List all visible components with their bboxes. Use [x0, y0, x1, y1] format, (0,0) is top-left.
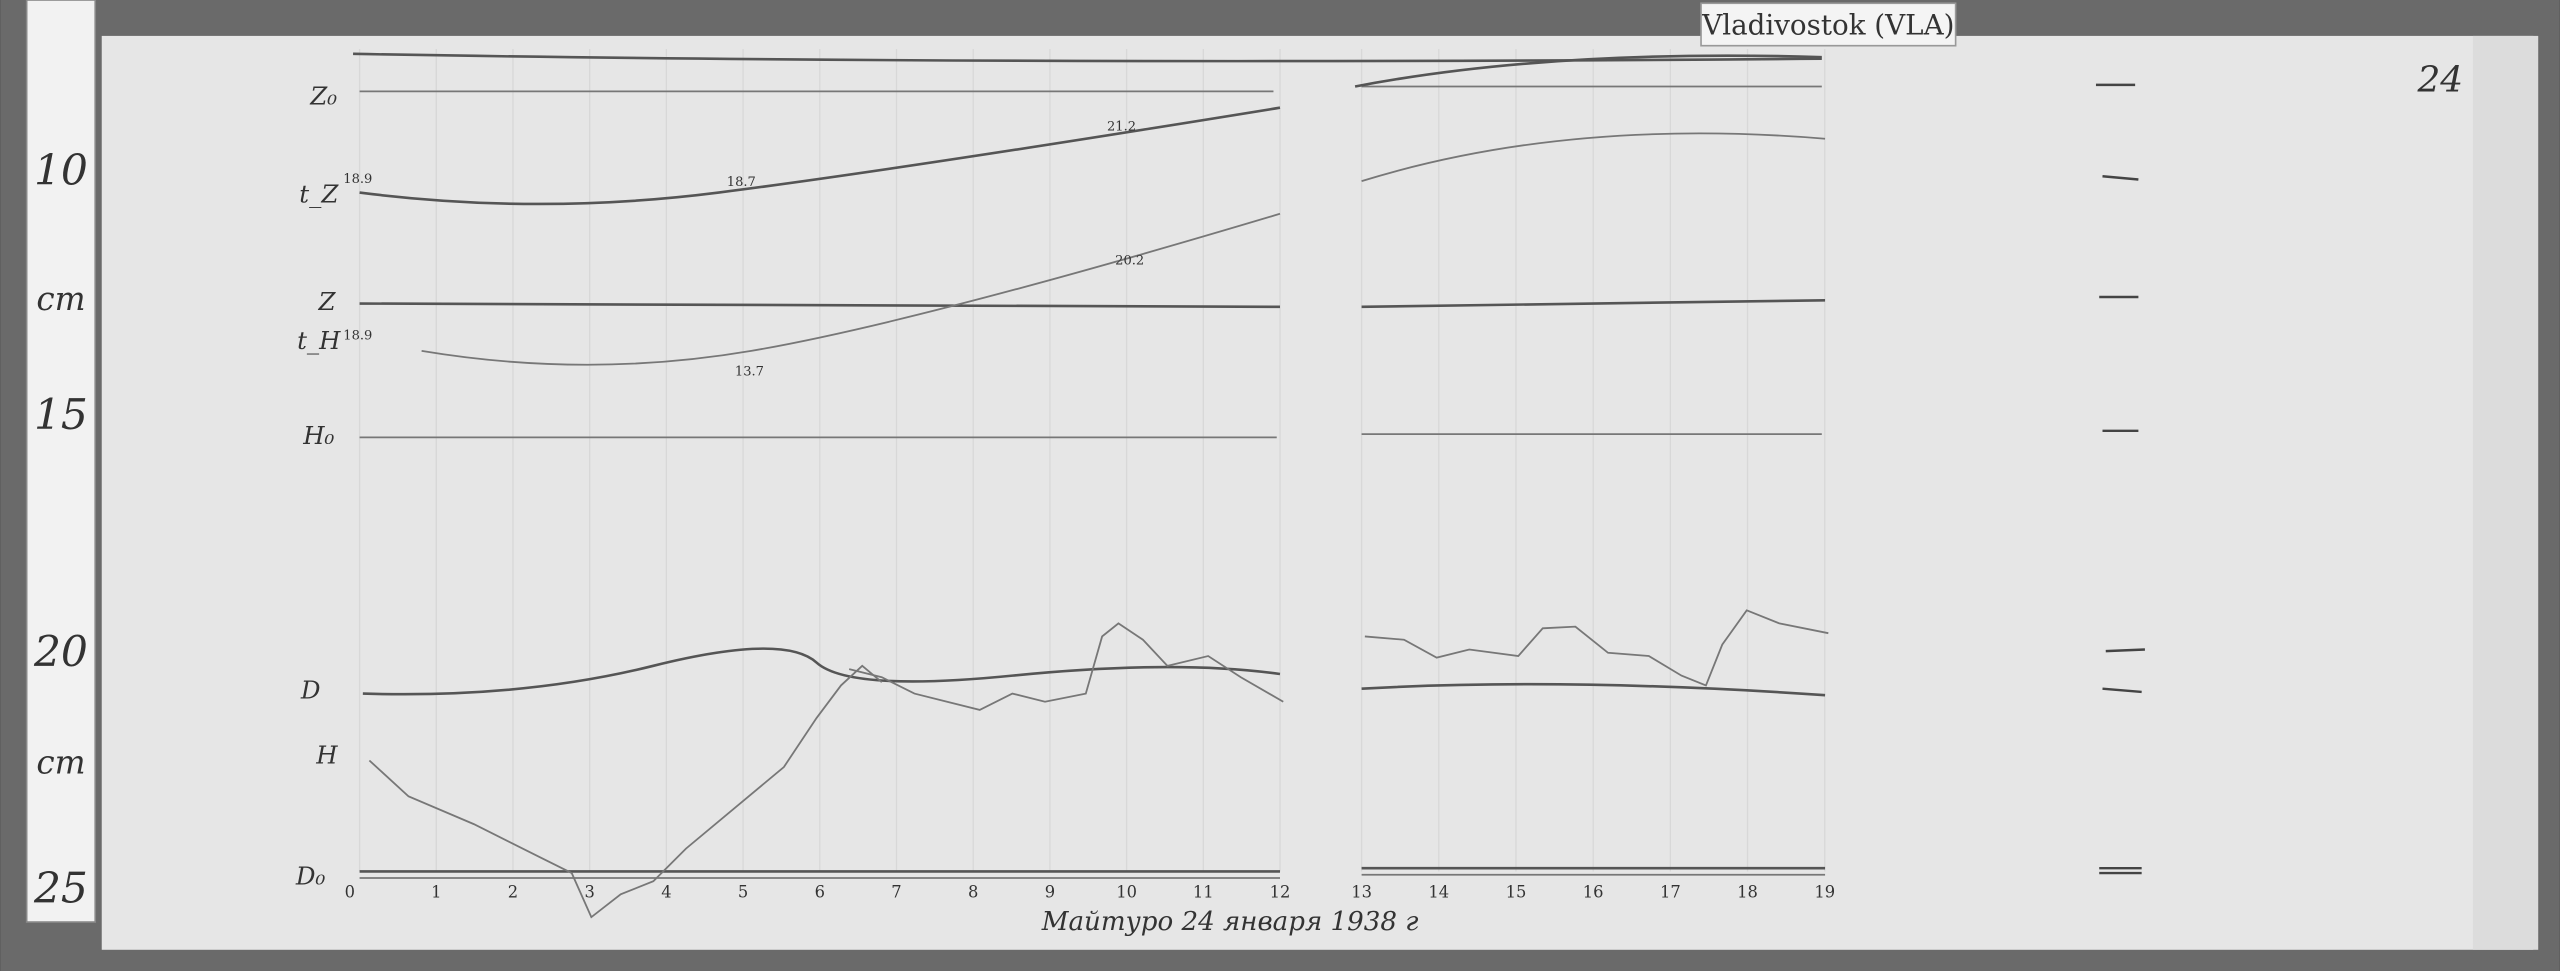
ruler-label: 25	[33, 864, 88, 913]
annotation: 18.9	[343, 172, 372, 187]
hour-label: 1	[431, 883, 441, 902]
trace-label: t_H	[297, 326, 341, 355]
hour-label: 5	[738, 883, 748, 902]
annotation: 18.7	[727, 175, 756, 190]
station-label: Vladivostok (VLA)	[1701, 8, 1954, 41]
hour-label: 10	[1116, 883, 1137, 902]
trace-label: D	[300, 675, 321, 704]
label-box	[1700, 2, 1957, 47]
hour-label: 19	[1814, 883, 1835, 902]
hour-label: 11	[1193, 883, 1214, 902]
hour-label: 16	[1583, 883, 1604, 902]
top-trace	[1354, 54, 1822, 88]
ruler-label: cm	[36, 280, 85, 318]
hour-grid	[358, 48, 1826, 872]
paper	[101, 35, 2534, 950]
caption: Майтуро 24 января 1938 г	[1041, 907, 1419, 937]
markers	[2095, 83, 2145, 875]
annotation: 20.2	[1115, 253, 1144, 268]
tz-trace	[1361, 132, 1826, 183]
annotation: 21.2	[1107, 120, 1136, 135]
hour-label: 3	[585, 883, 595, 902]
d-trace	[1361, 682, 1826, 697]
page-number: 24	[2416, 59, 2463, 100]
hour-label: 13	[1351, 883, 1372, 902]
d-trace	[1364, 609, 1829, 687]
hour-label: 6	[815, 883, 825, 902]
ruler	[25, 0, 97, 923]
ruler-label: 20	[33, 628, 88, 677]
hour-label: 9	[1045, 883, 1055, 902]
trace-label: H₀	[302, 421, 334, 450]
hour-label: 0	[345, 883, 355, 902]
trace-label: H	[315, 741, 338, 770]
ruler-label: 10	[34, 146, 88, 195]
th-trace	[421, 212, 1281, 366]
trace-label: Z₀	[309, 81, 337, 110]
trace-label: D₀	[295, 862, 326, 891]
d-trace	[362, 647, 1281, 696]
hour-label: 14	[1428, 883, 1449, 902]
d-trace	[848, 622, 1284, 711]
paper-edge	[2472, 35, 2539, 950]
trace-label: Z	[317, 287, 336, 316]
tz-trace	[359, 106, 1281, 206]
annotation: 18.9	[343, 328, 372, 343]
annotation: 13.7	[735, 364, 764, 379]
hour-label: 8	[968, 883, 978, 902]
z-trace	[359, 302, 1281, 309]
ruler-label: 15	[34, 391, 88, 440]
hour-label: 15	[1506, 883, 1527, 902]
hour-label: 17	[1660, 883, 1681, 902]
ruler-label: cm	[36, 744, 85, 782]
hour-label: 18	[1737, 883, 1758, 902]
hour-label: 12	[1270, 883, 1291, 902]
z-trace	[1361, 298, 1826, 309]
h-trace	[368, 664, 883, 919]
hour-label: 4	[661, 883, 671, 902]
hour-label: 2	[508, 883, 518, 902]
hour-label: 7	[891, 883, 901, 902]
trace-label: t_Z	[299, 179, 339, 208]
